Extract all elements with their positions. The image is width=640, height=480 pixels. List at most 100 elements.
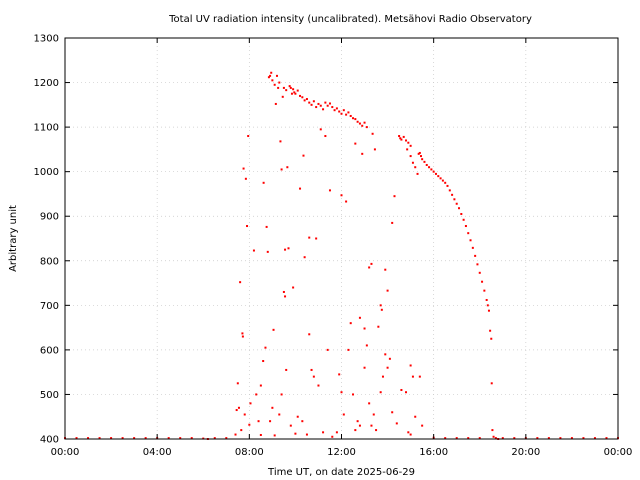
data-point [278, 413, 281, 416]
data-point [399, 137, 402, 140]
data-point [285, 89, 288, 92]
data-point [244, 177, 247, 180]
data-point [331, 106, 334, 109]
x-tick-label: 12:00 [327, 447, 356, 458]
data-point [494, 437, 497, 440]
data-point [237, 406, 240, 409]
data-point [347, 111, 350, 114]
data-point [439, 177, 442, 180]
data-point [400, 138, 403, 141]
data-point [444, 437, 447, 440]
data-point [277, 86, 280, 89]
data-point [388, 357, 391, 360]
data-point [361, 124, 364, 127]
data-point [293, 91, 296, 94]
data-point [281, 95, 284, 98]
data-point [272, 328, 275, 331]
data-point [491, 429, 494, 432]
data-point [570, 437, 573, 440]
data-point [414, 166, 417, 169]
data-point [144, 437, 147, 440]
data-point [455, 437, 458, 440]
data-point [294, 92, 297, 95]
data-point [269, 420, 272, 423]
data-point [490, 337, 493, 340]
data-point [486, 304, 489, 307]
data-point [278, 81, 281, 84]
data-point [317, 384, 320, 387]
data-point [407, 141, 410, 144]
data-point [121, 437, 124, 440]
data-point [391, 221, 394, 224]
data-point [406, 148, 409, 151]
data-point [478, 437, 481, 440]
data-point [308, 333, 311, 336]
data-point [444, 181, 447, 184]
data-point [271, 79, 274, 82]
data-point [513, 437, 516, 440]
data-point [284, 295, 287, 298]
data-point [282, 86, 285, 89]
data-point [462, 218, 465, 221]
data-point [365, 344, 368, 347]
data-point [460, 212, 463, 215]
data-point [331, 435, 334, 438]
x-tick-label: 16:00 [419, 447, 448, 458]
data-point [411, 375, 414, 378]
data-point [485, 298, 488, 301]
data-point [428, 166, 431, 169]
data-point [409, 144, 412, 147]
data-point [416, 172, 419, 175]
data-point [274, 102, 277, 105]
data-point [259, 384, 262, 387]
data-point [340, 112, 343, 115]
data-point [345, 113, 348, 116]
data-point [377, 325, 380, 328]
data-point [338, 373, 341, 376]
data-point [255, 393, 258, 396]
data-point [328, 189, 331, 192]
data-point [352, 393, 355, 396]
data-point [409, 433, 412, 436]
y-tick-label: 1000 [34, 167, 59, 178]
data-point [322, 431, 325, 434]
data-point [356, 120, 359, 123]
data-point [247, 135, 250, 138]
data-point [308, 101, 311, 104]
data-point [582, 437, 585, 440]
data-point [467, 437, 470, 440]
data-point [469, 239, 472, 242]
data-point [455, 202, 458, 205]
data-point [333, 109, 336, 112]
data-point [434, 172, 437, 175]
y-tick-label: 1200 [34, 78, 59, 89]
data-point [464, 225, 467, 228]
data-point [489, 329, 492, 332]
axis-ticks: 00:00 04:00 08:00 12:00 16:00 20:00 00:0040050… [34, 34, 633, 459]
data-point [490, 382, 493, 385]
data-point [372, 413, 375, 416]
data-point [292, 88, 295, 91]
data-point [363, 121, 366, 124]
data-point [380, 308, 383, 311]
data-point [407, 431, 410, 434]
data-point [236, 382, 239, 385]
data-point [279, 140, 282, 143]
data-point [391, 411, 394, 414]
data-point [264, 346, 267, 349]
data-point [280, 393, 283, 396]
data-point [384, 353, 387, 356]
data-point [326, 348, 329, 351]
data-point [308, 236, 311, 239]
data-point [296, 415, 299, 418]
data-point [235, 409, 238, 412]
data-point [322, 108, 325, 111]
data-point [301, 420, 304, 423]
data-point [326, 104, 329, 107]
data-point [294, 432, 297, 435]
data-point [418, 151, 421, 154]
data-point [262, 181, 265, 184]
data-point [310, 103, 313, 106]
data-point [478, 271, 481, 274]
data-point [287, 247, 290, 250]
